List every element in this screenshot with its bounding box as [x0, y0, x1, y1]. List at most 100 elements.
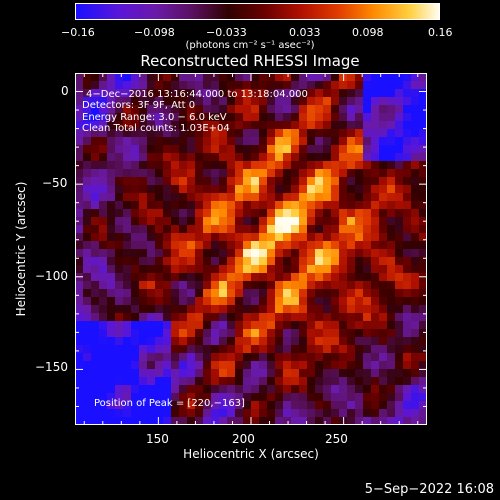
image-pixel — [323, 201, 332, 210]
image-pixel — [347, 401, 356, 410]
image-pixel — [75, 89, 84, 98]
image-pixel — [91, 137, 100, 146]
image-pixel — [99, 353, 108, 362]
image-pixel — [403, 329, 412, 338]
image-pixel — [187, 161, 196, 170]
image-pixel — [315, 377, 324, 386]
image-pixel — [379, 161, 388, 170]
image-pixel — [179, 177, 188, 186]
image-pixel — [219, 89, 228, 98]
image-pixel — [259, 257, 268, 266]
image-pixel — [259, 385, 268, 394]
image-pixel — [307, 249, 316, 258]
image-pixel — [379, 417, 388, 425]
image-pixel — [195, 89, 204, 98]
image-pixel — [339, 353, 348, 362]
image-pixel — [107, 337, 116, 346]
image-pixel — [307, 345, 316, 354]
image-pixel — [411, 289, 420, 298]
image-pixel — [275, 81, 284, 90]
image-pixel — [163, 393, 172, 402]
image-pixel — [299, 249, 308, 258]
image-pixel — [339, 281, 348, 290]
image-pixel — [115, 401, 124, 410]
image-pixel — [179, 409, 188, 418]
image-pixel — [411, 393, 420, 402]
image-pixel — [419, 353, 427, 362]
image-pixel — [363, 105, 372, 114]
image-pixel — [123, 145, 132, 154]
image-pixel — [395, 385, 404, 394]
image-pixel — [179, 281, 188, 290]
image-pixel — [411, 385, 420, 394]
image-pixel — [355, 209, 364, 218]
image-pixel — [171, 217, 180, 226]
image-pixel — [363, 113, 372, 122]
image-pixel — [395, 329, 404, 338]
image-pixel — [211, 121, 220, 130]
image-pixel — [147, 369, 156, 378]
image-pixel — [115, 177, 124, 186]
image-pixel — [251, 281, 260, 290]
image-pixel — [291, 297, 300, 306]
image-pixel — [307, 81, 316, 90]
image-pixel — [363, 353, 372, 362]
image-pixel — [243, 313, 252, 322]
image-pixel — [107, 201, 116, 210]
image-pixel — [243, 89, 252, 98]
image-pixel — [331, 145, 340, 154]
image-pixel — [227, 369, 236, 378]
image-pixel — [195, 393, 204, 402]
image-pixel — [259, 225, 268, 234]
image-pixel — [323, 297, 332, 306]
image-pixel — [403, 185, 412, 194]
image-pixel — [291, 289, 300, 298]
clean-counts-annotation: Clean Total counts: 1.03E+04 — [82, 123, 230, 134]
image-pixel — [243, 265, 252, 274]
image-pixel — [139, 193, 148, 202]
image-pixel — [83, 81, 92, 90]
image-pixel — [187, 145, 196, 154]
image-pixel — [171, 353, 180, 362]
image-pixel — [235, 385, 244, 394]
image-pixel — [171, 385, 180, 394]
image-pixel — [195, 345, 204, 354]
image-pixel — [283, 321, 292, 330]
image-pixel — [371, 385, 380, 394]
image-pixel — [115, 121, 124, 130]
image-pixel — [299, 281, 308, 290]
image-pixel — [75, 145, 84, 154]
image-pixel — [403, 273, 412, 282]
image-pixel — [291, 257, 300, 266]
image-pixel — [171, 241, 180, 250]
image-pixel — [259, 297, 268, 306]
image-pixel — [259, 289, 268, 298]
image-pixel — [83, 225, 92, 234]
image-pixel — [371, 137, 380, 146]
image-pixel — [291, 321, 300, 330]
image-pixel — [235, 361, 244, 370]
image-pixel — [227, 105, 236, 114]
image-pixel — [235, 273, 244, 282]
image-pixel — [355, 345, 364, 354]
image-pixel — [347, 225, 356, 234]
image-pixel — [243, 193, 252, 202]
image-pixel — [331, 113, 340, 122]
image-pixel — [243, 361, 252, 370]
image-pixel — [147, 289, 156, 298]
image-pixel — [227, 161, 236, 170]
image-pixel — [251, 361, 260, 370]
image-pixel — [115, 329, 124, 338]
image-pixel — [259, 81, 268, 90]
image-pixel — [99, 337, 108, 346]
image-pixel — [411, 201, 420, 210]
image-pixel — [371, 321, 380, 330]
image-pixel — [323, 393, 332, 402]
image-pixel — [283, 209, 292, 218]
image-pixel — [115, 201, 124, 210]
image-pixel — [283, 297, 292, 306]
image-pixel — [315, 153, 324, 162]
image-pixel — [291, 385, 300, 394]
image-pixel — [315, 249, 324, 258]
image-pixel — [339, 265, 348, 274]
